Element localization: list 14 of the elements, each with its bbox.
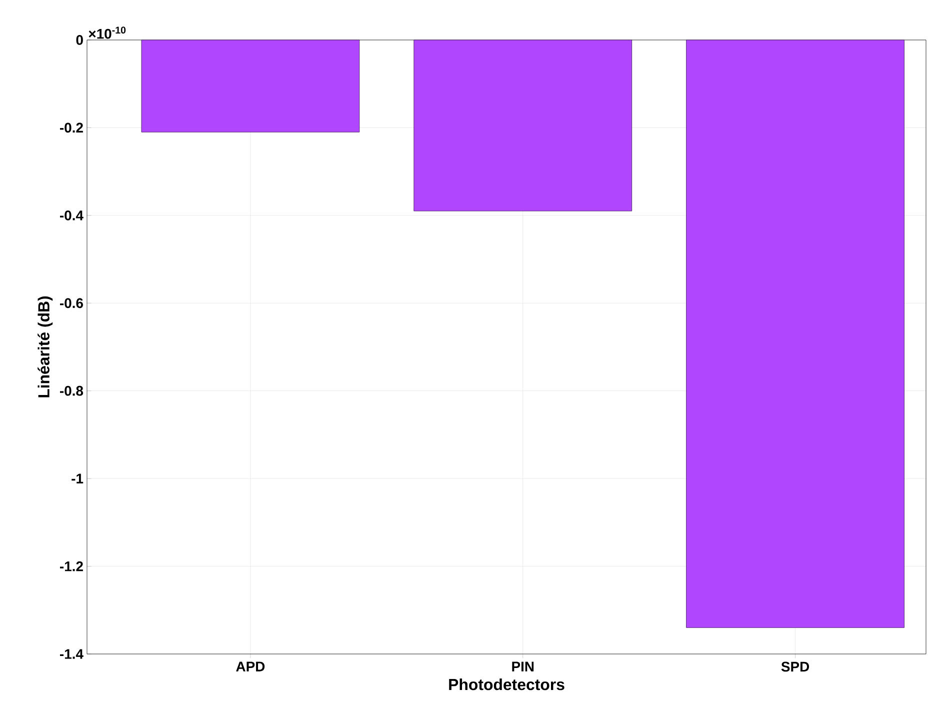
x-tick-label: PIN xyxy=(512,662,534,672)
y-tick-label: -0.2 xyxy=(60,122,83,133)
y-tick-label: -1.2 xyxy=(60,561,83,572)
y-tick-label: -0.8 xyxy=(60,386,84,396)
text: ×10$^{-10}$ xyxy=(88,26,126,39)
y-axis-title: Linéarité (dB) xyxy=(38,296,53,398)
y-tick-label: -0.6 xyxy=(60,298,83,308)
x-tick-label: APD xyxy=(236,662,265,672)
y-tick-label: -0.4 xyxy=(60,210,84,220)
y-tick-label: -1.4 xyxy=(60,649,84,659)
y-tick-label: 0 xyxy=(76,35,83,45)
x-tick-label: SPD xyxy=(781,662,810,672)
y-tick-label: -1 xyxy=(72,474,84,484)
x-axis-title: Photodetectors xyxy=(449,678,564,690)
